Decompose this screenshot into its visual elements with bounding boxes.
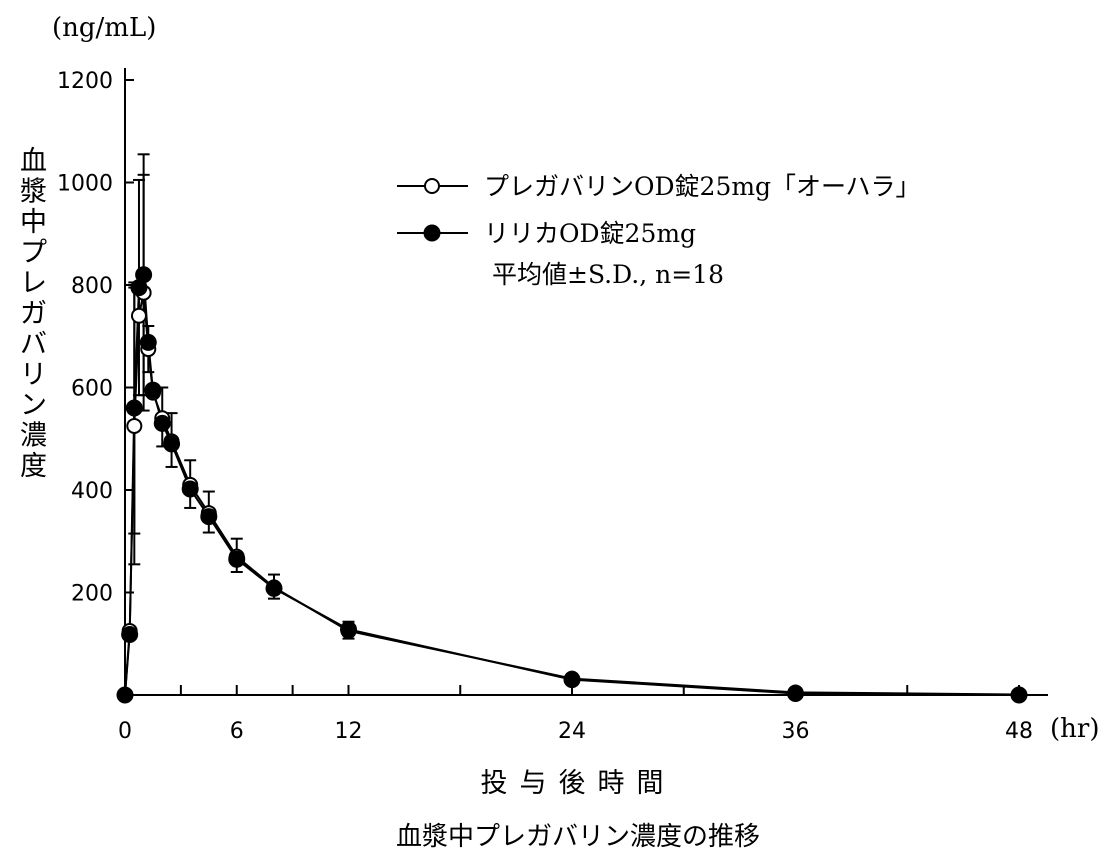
filled-circle-marker <box>153 414 171 432</box>
legend: プレガバリンOD錠25mg「オーハラ」 リリカOD錠25mg 平均値±S.D.,… <box>397 172 921 289</box>
y-axis-label-char: バ <box>20 329 47 360</box>
legend-note: 平均値±S.D., n=18 <box>492 260 724 289</box>
y-tick-label: 1000 <box>57 172 113 197</box>
y-axis-label-char: 漿 <box>20 177 47 208</box>
filled-circle-marker <box>121 626 139 644</box>
x-tick-label: 6 <box>230 719 244 744</box>
x-axis-label: 投与後時間 <box>481 768 676 799</box>
y-axis-label: 血漿中プレガバリン濃度 <box>20 146 47 482</box>
filled-circle-marker <box>181 480 199 498</box>
x-tick-label: 36 <box>782 719 810 744</box>
y-axis-label-char: リ <box>20 360 47 391</box>
filled-circle-marker <box>144 381 162 399</box>
y-tick-label: 600 <box>71 377 113 402</box>
y-axis-label-char: プ <box>20 238 47 269</box>
open-circle-marker <box>130 307 147 324</box>
y-unit-label: (ng/mL) <box>52 13 156 43</box>
filled-circle-marker <box>1010 686 1028 704</box>
filled-circle-marker <box>340 620 357 638</box>
legend-label-series-1: プレガバリンOD錠25mg「オーハラ」 <box>484 172 921 201</box>
series-line-2 <box>124 274 1020 696</box>
chart-caption: 血漿中プレガバリン濃度の推移 <box>396 822 760 852</box>
legend-open-circle-icon <box>424 178 440 194</box>
y-axis-label-char: 濃 <box>20 421 47 452</box>
y-tick-label: 400 <box>71 479 113 504</box>
filled-circle-marker <box>125 399 143 417</box>
legend-filled-circle-icon <box>423 224 441 242</box>
filled-circle-marker <box>139 333 157 351</box>
legend-label-series-2: リリカOD錠25mg <box>484 219 696 248</box>
y-axis-label-char: 中 <box>20 207 47 238</box>
x-tick-label: 12 <box>335 719 363 744</box>
x-tick-label: 24 <box>558 719 586 744</box>
x-tick-label: 48 <box>1005 719 1033 744</box>
series-lines <box>124 274 1020 696</box>
y-axis-label-char: ガ <box>20 299 47 330</box>
filled-circle-marker <box>787 684 804 702</box>
open-circle-marker <box>126 417 143 434</box>
y-axis-label-char: 血 <box>20 146 47 177</box>
series-line-1 <box>124 292 1020 696</box>
y-axis-label-char: 度 <box>20 451 47 482</box>
x-tick-label: 0 <box>118 719 132 744</box>
filled-circle-marker <box>163 435 181 453</box>
y-axis-ticks: 200 400 600 800 1000 1200 <box>57 69 134 696</box>
filled-circle-marker <box>265 579 283 597</box>
y-axis-label-char: ン <box>20 390 47 421</box>
y-tick-label: 800 <box>71 274 113 299</box>
filled-circle-marker <box>116 686 134 704</box>
y-axis-label-char: レ <box>20 268 47 299</box>
filled-circle-marker <box>228 550 246 568</box>
filled-circle-marker <box>200 508 218 526</box>
filled-circle-marker <box>135 266 153 284</box>
series-markers <box>116 266 1028 704</box>
y-tick-label: 200 <box>71 582 113 607</box>
filled-circle-marker <box>563 671 581 689</box>
y-tick-label: 1200 <box>57 69 113 94</box>
x-unit-label: (hr) <box>1050 714 1099 744</box>
